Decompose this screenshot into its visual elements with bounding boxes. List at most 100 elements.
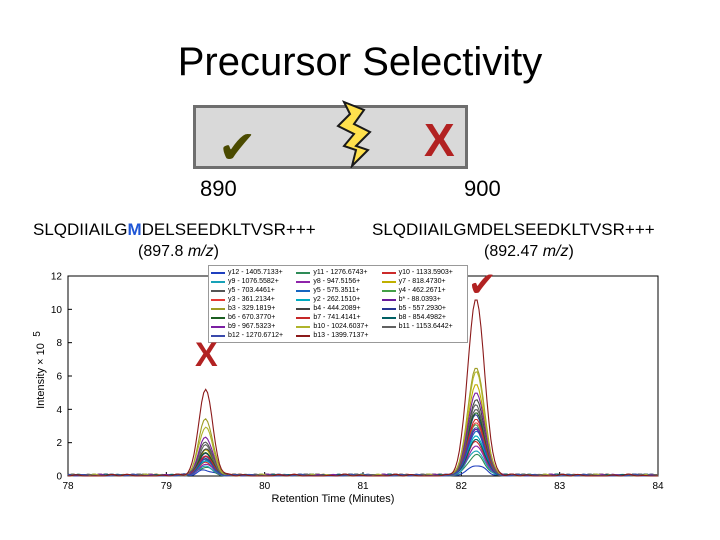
precursor-label-890: 890 [200,176,237,201]
legend-item: b7 - 741.4141+ [296,313,379,322]
x-tick-label: 82 [456,481,468,492]
legend-item: b3 - 329.1819+ [211,304,294,313]
legend-item: b4 - 444.2089+ [296,304,379,313]
legend-swatch [381,325,396,328]
legend-swatch [296,271,311,274]
series-line [67,299,658,477]
lightning-bolt-icon [336,100,372,168]
legend-label: b13 - 1399.7137+ [313,332,369,339]
legend-item: y5 - 703.4461+ [211,286,294,295]
x-tick-label: 78 [62,481,74,492]
legend-label: y5 - 575.3511+ [313,287,360,294]
sequence-highlight-residue: M [127,220,142,239]
legend-swatch [296,280,311,283]
mz-value: (892.47 [484,243,543,260]
legend-item: b11 - 1153.6442+ [381,322,465,331]
legend-swatch [211,271,225,274]
precursor-mz-900: (892.47 m/z) [484,243,574,261]
x-icon-small: X [195,336,218,374]
chart-legend: y12 - 1405.7133+ y11 - 1276.6743+ y10 - 11… [208,265,468,343]
x-tick-label: 83 [554,481,566,492]
legend-label: b10 - 1024.6037+ [313,323,369,330]
legend-item: y5 - 575.3511+ [296,286,379,295]
y-tick-label: 8 [56,338,62,349]
y-tick-label: 2 [56,438,62,449]
legend-swatch [381,316,396,319]
mz-close: ) [568,243,574,260]
mz-unit: m/z [542,243,569,260]
sequence-highlight-residue-plain: M [466,220,481,239]
legend-label: b11 - 1153.6442+ [398,323,453,330]
legend-item: y9 - 1076.5582+ [211,277,294,286]
legend-item: b* - 88.0393+ [381,295,465,304]
x-axis-label: Retention Time (Minutes) [272,493,395,505]
legend-swatch [296,334,311,337]
y-tick-label: 6 [56,372,62,383]
legend-item: b13 - 1399.7137+ [296,331,379,340]
y-tick-label: 4 [56,405,62,416]
legend-label: y9 - 1076.5582+ [228,278,279,285]
legend-swatch [381,307,396,310]
legend-label: y4 - 462.2671+ [398,287,446,294]
legend-item: y12 - 1405.7133+ [211,268,294,277]
legend-swatch [211,334,225,337]
isolation-window-box [193,105,468,169]
legend-swatch [381,298,396,301]
x-icon: X [424,114,455,166]
legend-item: y10 - 1133.5903+ [381,268,465,277]
legend-item: b12 - 1270.6712+ [211,331,294,340]
legend-swatch [381,280,396,283]
precursor-mz-890: (897.8 m/z) [138,243,219,261]
legend-label: b5 - 557.2930+ [398,305,446,312]
legend-item: b8 - 854.4982+ [381,313,465,322]
legend-swatch [211,307,225,310]
sequence-prefix: SLQDIIAILG [372,220,467,239]
legend-swatch [211,298,225,301]
legend-label: y8 - 947.5156+ [313,278,361,285]
x-tick-label: 84 [652,481,664,492]
legend-label: y3 - 361.2134+ [228,296,275,303]
legend-label: b7 - 741.4141+ [313,314,361,321]
peptide-sequence-900: SLQDIIAILGMDELSEEDKLTVSR+++ [372,220,655,240]
mz-unit: m/z [187,243,214,260]
legend-swatch [381,289,396,292]
y-axis-label: Intensity × 10 [35,343,47,409]
legend-item: b10 - 1024.6037+ [296,322,379,331]
page-title: Precursor Selectivity [177,40,543,84]
sequence-suffix: DELSEEDKLTVSR+++ [480,220,655,239]
legend-label: y11 - 1276.6743+ [313,269,368,276]
legend-swatch [296,316,311,319]
legend-swatch [211,289,225,292]
legend-item: y11 - 1276.6743+ [296,268,379,277]
mz-close: ) [213,243,219,260]
legend-label: b9 - 967.5323+ [228,323,276,330]
legend-swatch [211,325,225,328]
legend-swatch [296,298,311,301]
legend-swatch [296,325,311,328]
legend-swatch [296,289,311,292]
legend-item: b6 - 670.3770+ [211,313,294,322]
legend-item: y4 - 462.2671+ [381,286,465,295]
y-tick-label: 10 [51,305,63,316]
check-icon: ✔ [218,120,257,174]
legend-item: y8 - 947.5156+ [296,277,379,286]
legend-item: y7 - 818.4730+ [381,277,465,286]
y-tick-label: 0 [56,472,62,483]
legend-swatch [296,307,311,310]
legend-label: y12 - 1405.7133+ [228,269,283,276]
x-tick-label: 80 [259,481,271,492]
x-tick-label: 81 [357,481,369,492]
mz-value: (897.8 [138,243,188,260]
legend-label: b* - 88.0393+ [398,296,441,303]
legend-label: y2 - 262.1510+ [313,296,361,303]
check-icon-small: ✔ [468,265,497,305]
legend-item: b9 - 967.5323+ [211,322,294,331]
y-axis-exponent: 5 [32,331,43,337]
legend-label: b8 - 854.4982+ [398,314,446,321]
y-tick-label: 12 [51,272,63,283]
legend-label: b6 - 670.3770+ [228,314,276,321]
legend-swatch [211,280,225,283]
sequence-prefix: SLQDIIAILG [33,220,128,239]
legend-item: b5 - 557.2930+ [381,304,465,313]
precursor-label-900: 900 [464,176,501,201]
